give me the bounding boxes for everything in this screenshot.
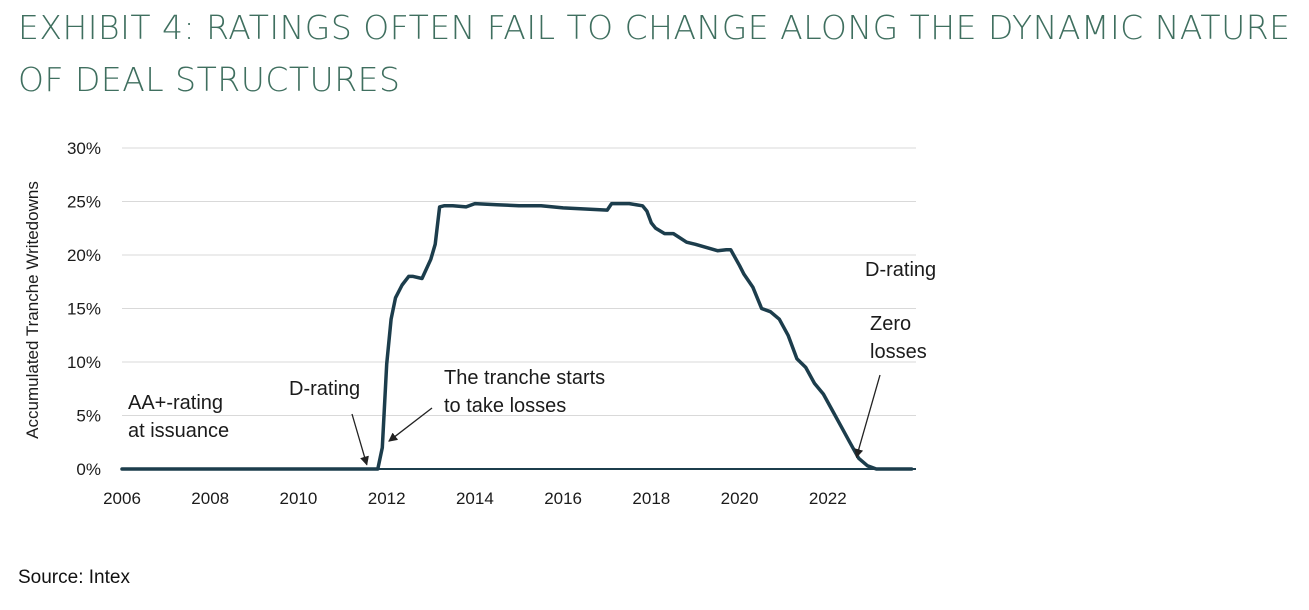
y-tick-label: 25% [67, 193, 101, 212]
y-tick-label: 0% [76, 460, 101, 479]
x-tick-label: 2016 [544, 489, 582, 508]
x-tick-label: 2018 [632, 489, 670, 508]
annotation-label: Zero losses [870, 313, 927, 363]
chart-title: EXHIBIT 4: RATINGS OFTEN FAIL TO CHANGE … [18, 8, 1291, 99]
x-tick-label: 2008 [191, 489, 229, 508]
annotation-arrow [388, 407, 433, 442]
x-tick-label: 2020 [721, 489, 759, 508]
annotation-label: D-rating [865, 259, 936, 281]
source-note: Source: Intex [18, 567, 130, 588]
annotation-arrow [351, 413, 369, 466]
y-tick-label: 15% [67, 300, 101, 319]
annotation-label: D-rating [289, 378, 360, 400]
y-tick-label: 10% [67, 353, 101, 372]
x-tick-label: 2022 [809, 489, 847, 508]
annotation-arrow [854, 374, 881, 459]
x-tick-label: 2006 [103, 489, 141, 508]
annotation-label: AA+-rating at issuance [128, 392, 229, 442]
annotation-label: The tranche starts to take losses [444, 367, 605, 417]
y-tick-label: 5% [76, 407, 101, 426]
series-line [120, 201, 914, 471]
y-axis-label: Accumulated Tranche Writedowns [23, 181, 42, 439]
writedowns-chart: 0% 5% 10% 15% 20% 25% 30% 2006 2008 2010 2012 2014 2… [23, 139, 936, 508]
y-tick-label: 20% [67, 246, 101, 265]
y-tick-label: 30% [67, 139, 101, 158]
x-tick-label: 2014 [456, 489, 494, 508]
x-tick-label: 2012 [368, 489, 406, 508]
x-tick-label: 2010 [280, 489, 318, 508]
